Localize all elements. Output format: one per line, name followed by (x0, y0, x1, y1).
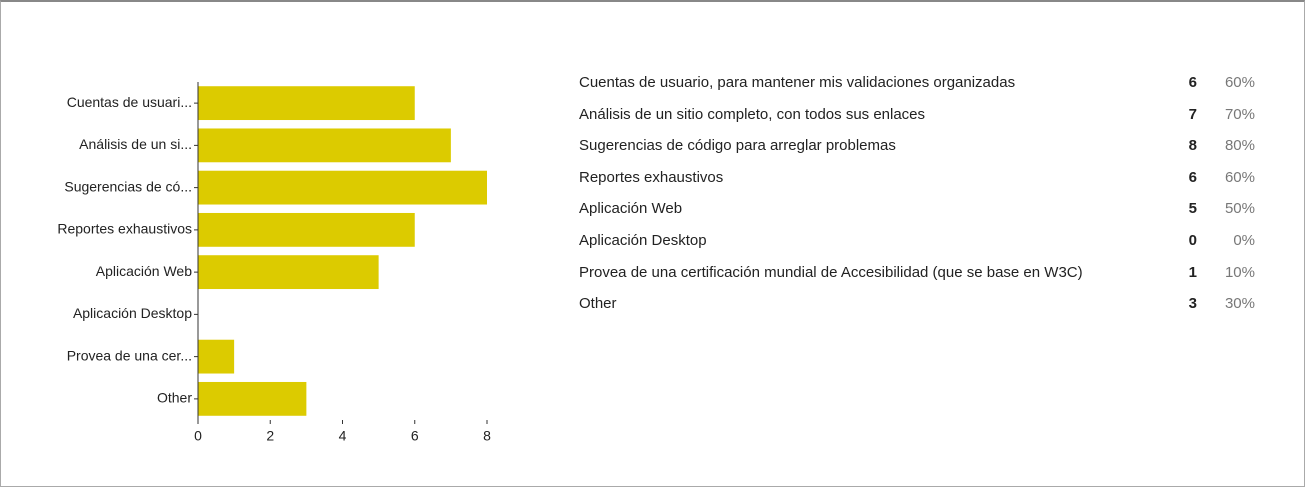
y-tick-label: Reportes exhaustivos (57, 221, 192, 237)
row-label: Reportes exhaustivos (579, 168, 724, 186)
y-tick-label: Análisis de un si... (79, 136, 192, 152)
row-label: Sugerencias de código para arreglar prob… (579, 137, 896, 155)
row-count: 8 (1188, 137, 1197, 155)
x-tick-label: 2 (266, 428, 274, 444)
bar (198, 128, 451, 163)
row-count: 1 (1188, 263, 1197, 281)
row-percent: 70% (1224, 105, 1255, 123)
row-label: Análisis de un sitio completo, con todos… (579, 105, 926, 123)
row-label: Cuentas de usuario, para mantener mis va… (579, 74, 1016, 91)
x-tick-label: 4 (339, 428, 347, 444)
row-label: Other (579, 295, 617, 313)
bar (198, 339, 235, 374)
y-tick-label: Sugerencias de có... (64, 178, 192, 194)
row-count: 7 (1188, 105, 1197, 123)
bar (198, 212, 415, 247)
row-count: 0 (1188, 232, 1197, 249)
row-percent: 80% (1224, 137, 1255, 155)
row-percent: 30% (1224, 295, 1255, 313)
row-percent: 50% (1224, 200, 1255, 218)
row-count: 6 (1188, 74, 1197, 91)
y-tick-label: Aplicación Web (96, 263, 192, 279)
row-percent: 0% (1233, 232, 1255, 249)
y-tick-label: Cuentas de usuari... (67, 94, 192, 110)
row-label: Provea de una certificación mundial de A… (579, 263, 1083, 281)
row-count: 3 (1188, 295, 1197, 313)
x-tick-label: 6 (411, 428, 419, 444)
y-tick-label: Provea de una cer... (67, 347, 192, 363)
y-tick-label: Aplicación Desktop (73, 305, 192, 321)
x-tick-label: 0 (194, 428, 202, 444)
bar (198, 255, 379, 290)
bar (198, 381, 307, 416)
bar (198, 170, 487, 205)
row-count: 6 (1188, 168, 1197, 186)
row-percent: 60% (1224, 74, 1255, 91)
chart: 0 2 4 6 8 Cuentas de usuari... Análisis de un … (57, 82, 491, 444)
row-label: Aplicación Desktop (579, 232, 707, 249)
row-count: 5 (1188, 200, 1197, 218)
y-tick-label: Other (157, 390, 192, 406)
bar (198, 86, 415, 121)
row-percent: 60% (1224, 168, 1255, 186)
row-percent: 10% (1224, 263, 1255, 281)
x-tick-label: 8 (483, 428, 491, 444)
row-label: Aplicación Web (579, 200, 683, 218)
